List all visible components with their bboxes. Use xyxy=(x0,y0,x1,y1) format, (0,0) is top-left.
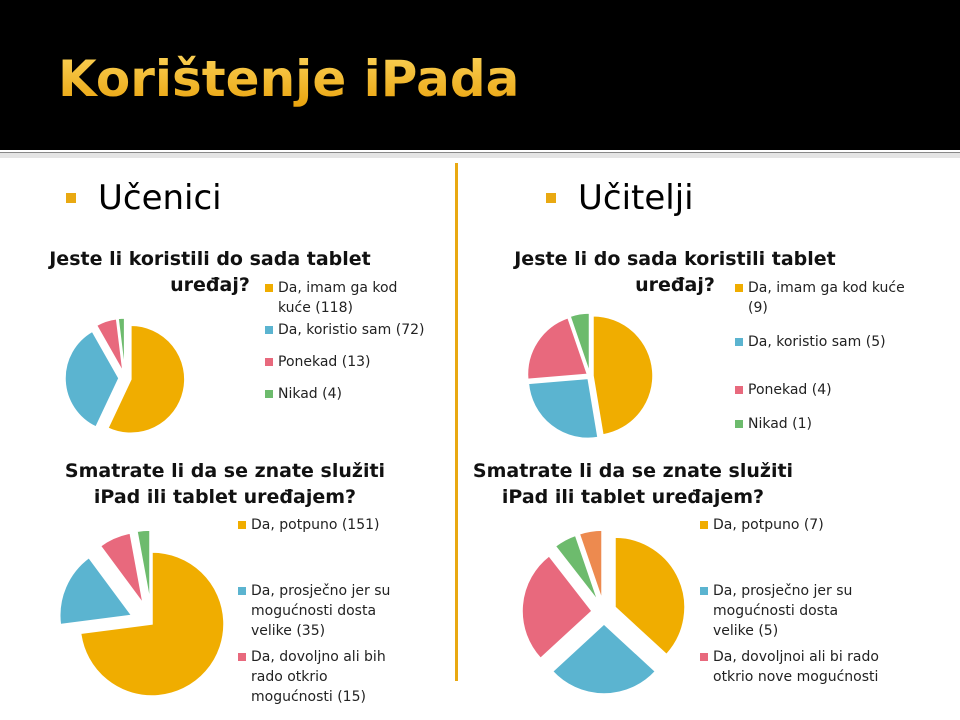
pie-slice xyxy=(614,536,686,656)
legend-label: Da, dovoljnoi ali bi rado otkrio nove mo… xyxy=(713,649,879,685)
legend-item: Nikad (4) xyxy=(265,384,430,404)
legend-swatch xyxy=(265,390,273,398)
legend-swatch xyxy=(265,284,273,292)
pie-slice xyxy=(554,534,599,602)
pie-slice xyxy=(578,529,603,601)
legend-swatch xyxy=(735,386,743,394)
column-divider xyxy=(455,163,458,681)
legend-swatch xyxy=(265,326,273,334)
chart-title-3: Smatrate li da se znate služiti iPad ili… xyxy=(64,460,386,508)
pie-slice xyxy=(569,312,591,374)
legend-item: Da, dovoljno ali bih rado otkrio mogućno… xyxy=(238,647,408,707)
legend-4: Da, potpuno (7) Da, prosječno jer su mogu… xyxy=(700,515,880,687)
pie-slice xyxy=(592,315,654,436)
legend-item: Da, potpuno (7) xyxy=(700,515,880,535)
heading-text: Učitelji xyxy=(578,178,694,218)
pie-slice xyxy=(79,551,225,697)
legend-item: Da, potpuno (151) xyxy=(238,515,408,535)
pie-slice xyxy=(106,324,186,435)
legend-swatch xyxy=(735,338,743,346)
legend-item: Ponekad (4) xyxy=(735,380,915,400)
legend-label: Nikad (1) xyxy=(748,416,812,432)
heading-text: Učenici xyxy=(98,178,222,218)
legend-label: Nikad (4) xyxy=(278,386,342,402)
legend-swatch xyxy=(700,587,708,595)
legend-item: Ponekad (13) xyxy=(265,352,430,372)
legend-item: Da, prosječno jer su mogućnosti dosta ve… xyxy=(700,581,880,641)
header-rule xyxy=(0,152,960,158)
legend-swatch xyxy=(238,653,246,661)
pie-slice xyxy=(59,556,134,626)
heading-ucenici: Učenici xyxy=(66,178,222,218)
title-bar: Korištenje iPada xyxy=(0,0,960,150)
bullet-icon xyxy=(546,193,556,203)
pie-slice xyxy=(526,316,589,381)
pie-slice xyxy=(117,317,126,373)
legend-item: Nikad (1) xyxy=(735,414,915,434)
pie-slice xyxy=(527,377,599,440)
pie-slice xyxy=(64,330,120,429)
legend-label: Ponekad (13) xyxy=(278,354,371,370)
legend-label: Da, imam ga kod kuće (9) xyxy=(748,280,905,316)
pie-slice xyxy=(136,529,151,603)
legend-swatch xyxy=(265,358,273,366)
pie-slice xyxy=(521,554,594,660)
legend-label: Da, koristio sam (5) xyxy=(748,334,886,350)
chart-title-1: Jeste li koristili do sada tablet uređaj… xyxy=(49,248,371,296)
legend-swatch xyxy=(700,653,708,661)
legend-label: Da, imam ga kod kuće (118) xyxy=(278,280,398,316)
legend-swatch xyxy=(735,420,743,428)
legend-item: Da, imam ga kod kuće (118) xyxy=(265,278,430,318)
legend-item: Da, koristio sam (5) xyxy=(735,332,915,352)
legend-label: Da, potpuno (7) xyxy=(713,517,824,533)
legend-swatch xyxy=(735,284,743,292)
legend-label: Da, dovoljno ali bih rado otkrio mogućno… xyxy=(251,649,386,705)
legend-label: Da, prosječno jer su mogućnosti dosta ve… xyxy=(713,583,853,639)
legend-3: Da, potpuno (151) Da, prosječno jer su mo… xyxy=(238,515,408,707)
slide-title: Korištenje iPada xyxy=(58,50,520,108)
pie-slice xyxy=(551,622,657,695)
legend-label: Da, koristio sam (72) xyxy=(278,322,425,338)
legend-label: Ponekad (4) xyxy=(748,382,832,398)
legend-2: Da, imam ga kod kuće (9) Da, koristio sam… xyxy=(735,278,915,434)
heading-ucitelji: Učitelji xyxy=(546,178,694,218)
chart-title-4: Smatrate li da se znate služiti iPad ili… xyxy=(472,460,794,508)
pie-slice xyxy=(99,532,144,605)
legend-swatch xyxy=(238,521,246,529)
legend-label: Da, potpuno (151) xyxy=(251,517,380,533)
chart-title-2: Jeste li do sada koristili tablet uređaj… xyxy=(514,248,836,296)
legend-item: Da, dovoljnoi ali bi rado otkrio nove mo… xyxy=(700,647,880,687)
bullet-icon xyxy=(66,193,76,203)
legend-swatch xyxy=(238,587,246,595)
legend-1: Da, imam ga kod kuće (118) Da, koristio s… xyxy=(265,278,430,404)
legend-item: Da, prosječno jer su mogućnosti dosta ve… xyxy=(238,581,408,641)
legend-swatch xyxy=(700,521,708,529)
pie-slice xyxy=(95,317,124,373)
legend-label: Da, prosječno jer su mogućnosti dosta ve… xyxy=(251,583,391,639)
legend-item: Da, koristio sam (72) xyxy=(265,320,430,340)
legend-item: Da, imam ga kod kuće (9) xyxy=(735,278,915,318)
